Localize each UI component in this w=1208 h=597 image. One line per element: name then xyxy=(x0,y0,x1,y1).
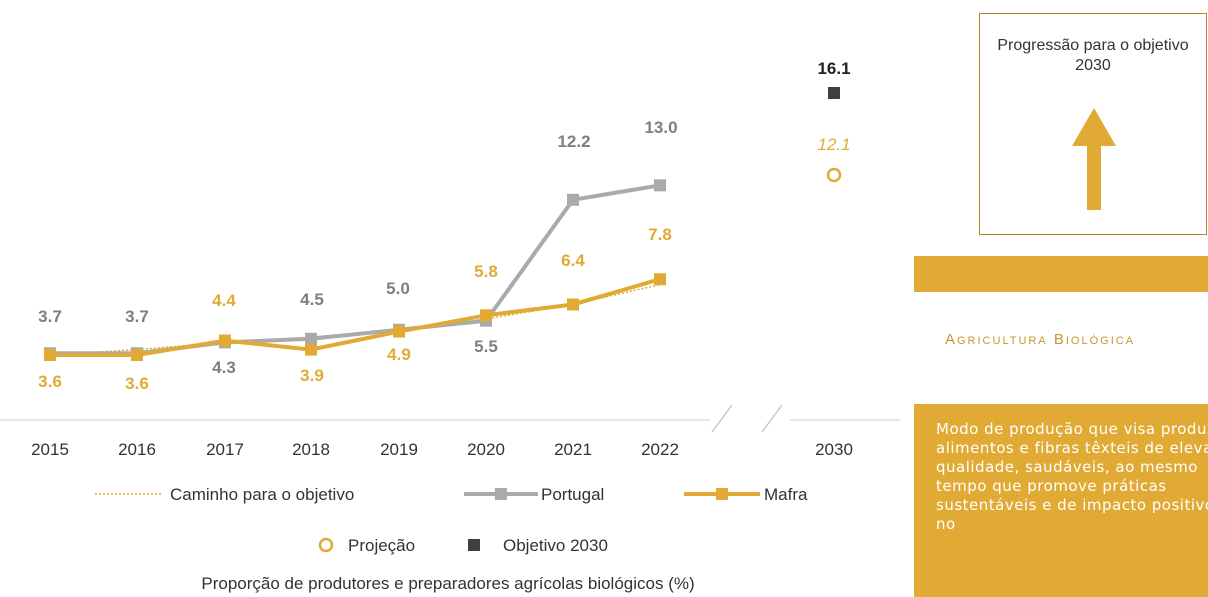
section-title: Agricultura Biológica xyxy=(945,331,1136,348)
target-progress-title: Progressão para o objetivo 2030 xyxy=(997,37,1189,74)
x-tick-label: 2022 xyxy=(641,440,679,459)
legend-objective-marker xyxy=(468,539,480,551)
mafra-data-label: 4.4 xyxy=(212,291,236,310)
x-tick-label: 2021 xyxy=(554,440,592,459)
line-chart: 2015 2016 2017 2018 2019 2020 2021 2022 2030 3.7… xyxy=(0,59,900,593)
legend-portugal-marker xyxy=(495,488,507,500)
x-tick-label: 2016 xyxy=(118,440,156,459)
legend-mafra-marker xyxy=(716,488,728,500)
portugal-data-label: 4.5 xyxy=(300,290,324,309)
description-box: Modo de produção que visa produzir alime… xyxy=(914,404,1208,597)
x-tick-label: 2017 xyxy=(206,440,244,459)
mafra-data-label: 4.9 xyxy=(387,345,411,364)
portugal-data-label: 13.0 xyxy=(644,118,677,137)
up-arrow-icon xyxy=(1072,108,1116,210)
portugal-data-label: 12.2 xyxy=(557,132,590,151)
objective-2030-marker xyxy=(828,87,840,99)
series-layer xyxy=(44,87,842,362)
mafra-point xyxy=(219,334,231,347)
data-labels: 3.7 3.7 4.3 4.5 5.0 5.5 12.2 13.0 3.6 3.6 4.4 3.9 4.… xyxy=(38,59,850,393)
x-tick-label: 2015 xyxy=(31,440,69,459)
mafra-data-label: 7.8 xyxy=(648,225,672,244)
legend-goal-path-label: Caminho para o objetivo xyxy=(170,485,354,504)
legend-objective-label: Objetivo 2030 xyxy=(503,536,608,555)
legend-projection-label: Projeção xyxy=(348,536,415,555)
mafra-point xyxy=(654,273,666,286)
portugal-data-label: 5.0 xyxy=(386,279,410,298)
description-text: Modo de produção que visa produzir alime… xyxy=(936,420,1208,533)
portugal-data-label: 3.7 xyxy=(125,307,149,326)
mafra-point xyxy=(305,343,317,356)
target-progress-box: Progressão para o objetivo 2030 xyxy=(979,13,1207,235)
chart-caption: Proporção de produtores e preparadores a… xyxy=(201,574,694,593)
portugal-point xyxy=(305,332,317,345)
projection-2030-marker xyxy=(826,167,842,183)
legend-mafra-label: Mafra xyxy=(764,485,808,504)
mafra-data-label: 3.9 xyxy=(300,366,324,385)
mafra-data-label: 3.6 xyxy=(125,374,149,393)
mafra-point xyxy=(567,298,579,311)
portugal-data-label: 4.3 xyxy=(212,358,236,377)
x-tick-label: 2018 xyxy=(292,440,330,459)
axis-break-mark xyxy=(761,404,783,433)
mafra-data-label: 6.4 xyxy=(561,251,585,270)
mafra-point xyxy=(480,309,492,322)
projection-2030-label: 12.1 xyxy=(817,135,850,154)
portugal-point xyxy=(654,179,666,192)
accent-band xyxy=(914,256,1208,292)
portugal-data-label: 3.7 xyxy=(38,307,62,326)
mafra-line xyxy=(50,277,661,358)
portugal-data-label: 5.5 xyxy=(474,337,498,356)
mafra-data-label: 5.8 xyxy=(474,262,498,281)
x-tick-label: 2020 xyxy=(467,440,505,459)
legend: Caminho para o objetivo Portugal Mafra Proj… xyxy=(95,485,808,555)
portugal-point xyxy=(567,193,579,206)
mafra-data-label: 3.6 xyxy=(38,372,62,391)
mafra-point xyxy=(44,349,56,362)
x-tick-label: 2019 xyxy=(380,440,418,459)
axis-break-mark xyxy=(711,404,733,433)
legend-portugal-label: Portugal xyxy=(541,485,604,504)
mafra-point xyxy=(131,349,143,362)
mafra-point xyxy=(393,325,405,338)
x-axis: 2015 2016 2017 2018 2019 2020 2021 2022 2030 xyxy=(0,404,900,459)
x-tick-label: 2030 xyxy=(815,440,853,459)
legend-projection-marker xyxy=(318,537,334,553)
objective-2030-label: 16.1 xyxy=(817,59,850,78)
